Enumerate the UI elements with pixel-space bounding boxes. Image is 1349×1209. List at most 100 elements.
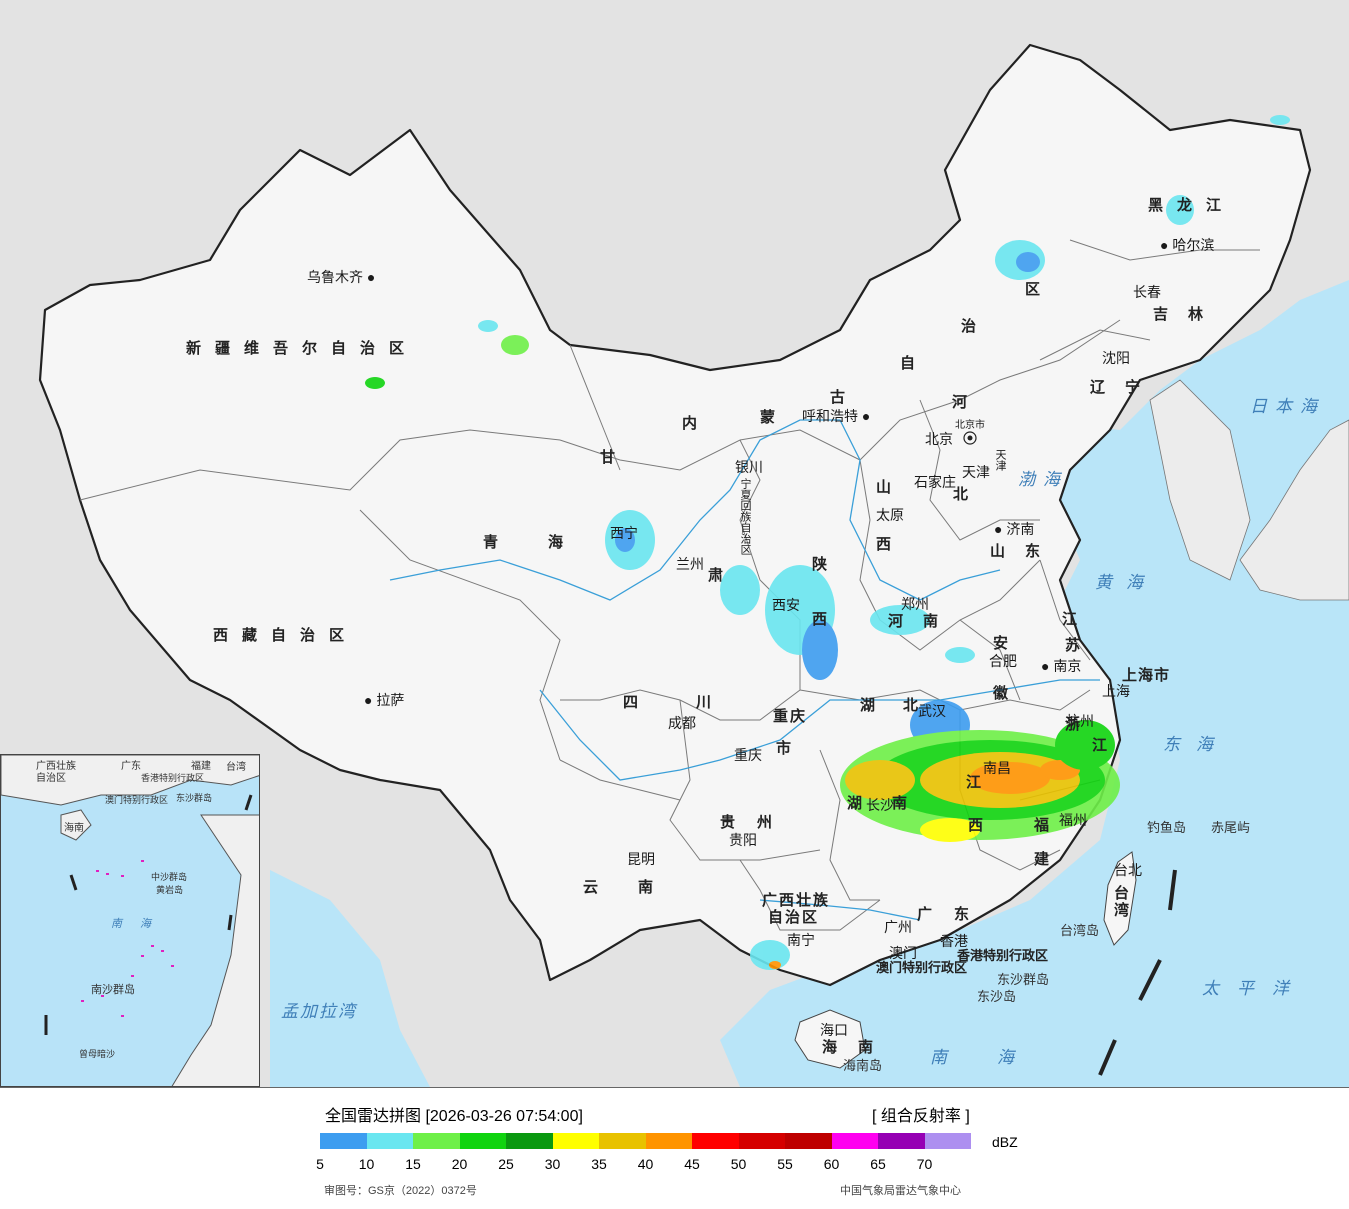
prov-tianjin: 天津 [994, 449, 1006, 471]
color-scale-bar [320, 1133, 971, 1149]
prov-nan-henan: 南 [923, 613, 953, 630]
scale-swatch [924, 1133, 971, 1149]
sea-bengal: 孟加拉湾 [281, 1002, 357, 1021]
scale-tick: 50 [730, 1156, 747, 1172]
scale-swatch [831, 1133, 878, 1149]
inset-guangdong: 广东 [121, 761, 141, 772]
city-changchun: 长春 [1133, 284, 1161, 300]
prov-su: 肃 [708, 567, 738, 584]
inset-taiwan: 台湾 [226, 762, 246, 773]
prov-gu: 古 [830, 389, 860, 406]
scale-swatch [459, 1133, 506, 1149]
prov-xi-shanxi: 西 [876, 536, 906, 553]
prov-taiwan: 台湾 [1112, 885, 1129, 919]
inset-zhongsha: 中沙群岛 [151, 872, 188, 882]
prov-he-henan: 河 [888, 613, 918, 630]
scale-swatch [785, 1133, 832, 1149]
sea-yellow: 黄海 [1095, 573, 1157, 592]
prov-ningxia: 宁夏回族自治区 [739, 478, 751, 555]
city-hongkong: 香港 [940, 933, 968, 949]
product-name: [ 组合反射率 ] [872, 1108, 970, 1125]
prov-guizhou: 贵州 [720, 814, 795, 831]
scale-tick: 30 [544, 1156, 561, 1172]
prov-jiang-jiangxi: 江 [966, 774, 996, 791]
sea-east: 东海 [1163, 735, 1229, 754]
prov-macau: 澳门特别行政区 [876, 960, 968, 975]
prov-shanghai: 上海市 [1122, 667, 1171, 684]
scale-swatch [413, 1133, 460, 1149]
prov-chongqing: 重庆 [773, 708, 808, 725]
city-hangzhou: 杭州 [1066, 713, 1094, 729]
inset-huangyan: 黄岩岛 [156, 885, 184, 895]
inset-hongkong: 香港特别行政区 [141, 773, 205, 783]
prov-qu: 区 [1025, 281, 1055, 298]
scale-swatch [320, 1133, 367, 1149]
prov-heilongjiang: 黑龙江 [1148, 197, 1236, 214]
island-diaoyu: 钓鱼岛 [1147, 820, 1187, 835]
city-guiyang: 贵阳 [729, 832, 757, 848]
data-source: 中国气象局雷达气象中心 [840, 1185, 961, 1197]
prov-shi-chongqing: 市 [776, 740, 806, 757]
inset-macau: 澳门特别行政区 [105, 795, 169, 805]
scale-tick: 55 [777, 1156, 793, 1172]
sea-bohai: 渤海 [1018, 470, 1068, 489]
prov-hai: 海 [822, 1039, 852, 1056]
prov-jiang-jiangsu: 江 [1062, 611, 1092, 628]
prov-gan: 甘 [600, 449, 630, 466]
prov-xi-jiangxi: 西 [968, 817, 998, 834]
sea-japan: 日本海 [1250, 397, 1325, 416]
city-wuhan: 武汉 [918, 703, 946, 719]
prov-zhi: 治 [961, 318, 991, 335]
scale-tick: 15 [405, 1156, 421, 1172]
scale-swatch [599, 1133, 646, 1149]
prov-he-hebei: 河 [952, 394, 982, 411]
prov-hongkong: 香港特别行政区 [957, 948, 1049, 963]
prov-jiang-zhejiang: 江 [1092, 737, 1122, 754]
sea-south: 南海 [930, 1048, 1064, 1067]
scale-tick: 10 [358, 1156, 375, 1172]
city-nanjing: ● 南京 [1041, 658, 1082, 674]
city-jinan: ● 济南 [994, 521, 1035, 537]
scale-tick: 20 [451, 1156, 468, 1172]
sea-pacific: 太平洋 [1202, 979, 1307, 998]
prov-bei-hebei: 北 [953, 486, 983, 503]
city-fuzhou: 福州 [1059, 812, 1087, 828]
prov-yunnan: 云南 [583, 879, 694, 896]
scale-tick: 70 [916, 1156, 933, 1172]
prov-zhe: 浙 [1065, 716, 1095, 733]
prov-su-jiangsu: 苏 [1065, 637, 1095, 654]
city-changsha: 长沙 [866, 797, 894, 813]
city-shenyang: 沈阳 [1102, 350, 1130, 366]
prov-jilin: 吉林 [1153, 306, 1224, 323]
prov-guangxi: 广西壮族 [762, 892, 831, 909]
island-chiwei: 赤尾屿 [1211, 820, 1251, 835]
inset-dongsha: 东沙群岛 [176, 793, 213, 803]
prov-guang: 广 [917, 906, 947, 923]
prov-jian: 建 [1034, 851, 1064, 868]
city-shanghai: 上海 [1102, 683, 1130, 699]
legend-panel: 全国雷达拼图 [2026-03-26 07:54:00] [ 组合反射率 ] 5… [0, 1087, 1349, 1209]
prov-hu-hunan: 湖 [847, 795, 877, 812]
inset-zengmu: 曾母暗沙 [79, 1049, 116, 1059]
prov-nan-hunan: 南 [892, 795, 922, 812]
scale-swatch [552, 1133, 599, 1149]
scale-swatch [878, 1133, 925, 1149]
prov-xizang: 西藏自治区 [213, 627, 359, 644]
city-chongqing: 重庆 [734, 747, 762, 763]
city-nanchang: 南昌 [983, 760, 1011, 776]
prov-nei: 内 [682, 415, 712, 432]
city-yinchuan: 银川 [735, 459, 763, 475]
prov-dong: 东 [954, 906, 984, 923]
scale-tick: 45 [684, 1156, 700, 1172]
scale-tick: 5 [316, 1156, 324, 1172]
inset-fujian: 福建 [191, 761, 211, 772]
prov-shan-shaanxi: 陕 [812, 556, 842, 573]
city-nanning: 南宁 [787, 932, 815, 948]
radar-map[interactable]: 新疆维吾尔自治区 西藏自治区 青海 甘 肃 内 蒙 古 自 治 区 黑龙江 吉林… [0, 0, 1349, 1087]
city-beijing: 北京 [925, 431, 953, 447]
prov-guangxi-zzq: 自治区 [768, 909, 820, 926]
city-urumqi: 乌鲁木齐 ● [307, 269, 376, 285]
prov-chuan: 川 [696, 694, 726, 711]
prov-fu: 福 [1034, 817, 1064, 834]
scale-tick: 25 [498, 1156, 514, 1172]
